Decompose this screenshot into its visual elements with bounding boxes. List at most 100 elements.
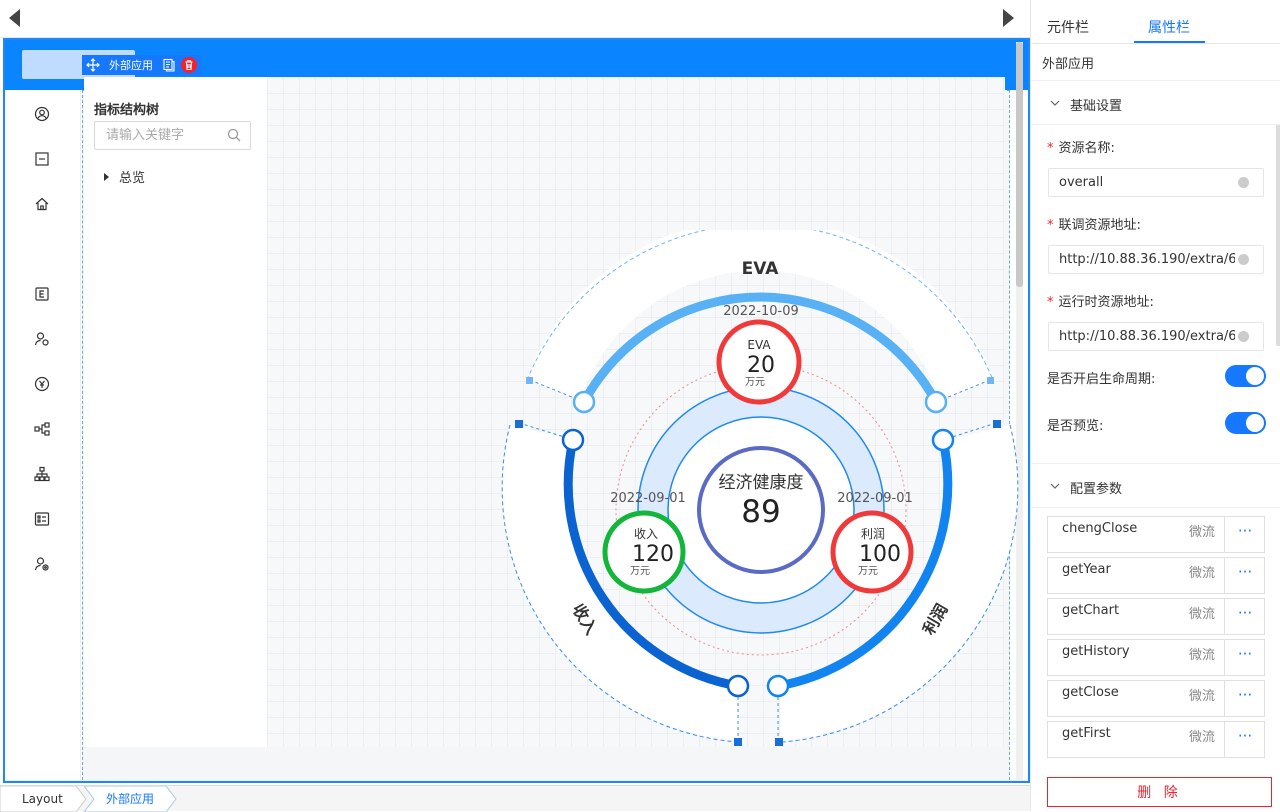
form-list-icon[interactable] <box>34 511 50 527</box>
param-type: 微流 <box>1189 566 1216 581</box>
properties-panel: 元件栏 属性栏 外部应用 基础设置 *资源名称: *联调资源地址: *运行时资源… <box>1030 0 1280 811</box>
chevron-down-icon[interactable] <box>1050 98 1060 108</box>
param-type: 微流 <box>1189 730 1216 745</box>
resource-name-label: * 资源名称: <box>1047 141 1115 156</box>
eva-node-value: 20 <box>747 353 775 378</box>
income-node-label: 收入 <box>634 527 658 541</box>
income-node-value: 120 <box>632 542 674 567</box>
eva-node-unit: 万元 <box>745 377 765 388</box>
component-toolbar: 外部应用 <box>82 55 201 75</box>
horizontal-scrollbar[interactable] <box>5 780 1028 781</box>
param-more-button[interactable]: ··· <box>1224 517 1265 552</box>
tab-components[interactable]: 元件栏 <box>1047 20 1089 36</box>
param-name: getYear <box>1062 562 1111 577</box>
param-row[interactable]: getFirst 微流 ··· <box>1047 721 1265 758</box>
param-name: getHistory <box>1062 644 1130 659</box>
param-more-button[interactable]: ··· <box>1224 640 1265 675</box>
e-box-icon[interactable] <box>34 286 50 302</box>
resource-name-input[interactable] <box>1048 168 1264 197</box>
chevron-down-icon[interactable] <box>1050 481 1060 491</box>
move-icon[interactable] <box>86 58 100 72</box>
component-label: 外部应用 <box>109 59 153 72</box>
scrollbar-thumb[interactable] <box>1016 42 1023 287</box>
income-arc <box>563 439 739 691</box>
panel-scrollbar[interactable] <box>1276 86 1280 346</box>
tree-title: 指标结构树 <box>94 103 160 118</box>
home-icon[interactable] <box>34 196 50 212</box>
clear-icon[interactable] <box>1238 331 1249 342</box>
income-arc-plate <box>501 425 738 740</box>
trash-icon[interactable] <box>181 57 197 73</box>
eva-node-label: EVA <box>747 338 771 352</box>
panel-title: 外部应用 <box>1042 57 1095 72</box>
left-nav <box>5 90 81 781</box>
arrow-left-icon[interactable] <box>9 9 20 27</box>
param-type: 微流 <box>1189 648 1216 663</box>
eva-node[interactable] <box>716 319 802 405</box>
basic-settings-section[interactable]: 基础设置 <box>1031 80 1280 125</box>
income-date: 2022-09-01 <box>610 491 686 506</box>
breadcrumb-layout[interactable]: Layout <box>22 792 63 806</box>
indicator-tree-panel: 指标结构树 总览 <box>84 77 267 747</box>
profit-node[interactable] <box>830 510 914 594</box>
param-type: 微流 <box>1189 525 1216 540</box>
eva-arc <box>580 292 940 405</box>
tree-node-overview[interactable]: 总览 <box>104 167 145 186</box>
param-type: 微流 <box>1189 607 1216 622</box>
param-row[interactable]: chengClose 微流 ··· <box>1047 516 1265 553</box>
health-title: 经济健康度 <box>719 473 804 493</box>
param-name: chengClose <box>1062 521 1138 536</box>
user-circle-icon[interactable] <box>34 106 50 122</box>
lifecycle-toggle[interactable] <box>1225 365 1266 387</box>
health-gauge: EVA 收入 利润 经济健康度 89 2022-10-09 EVA 20 万元 … <box>501 230 1019 746</box>
param-row[interactable]: getClose 微流 ··· <box>1047 680 1265 717</box>
tree-search-input[interactable] <box>94 121 251 150</box>
clear-icon[interactable] <box>1238 254 1249 265</box>
income-node[interactable] <box>602 510 686 594</box>
config-params-section[interactable]: 配置参数 <box>1031 463 1280 508</box>
preview-toggle[interactable] <box>1225 412 1266 434</box>
eva-arc-label: EVA <box>742 259 780 279</box>
health-value: 89 <box>741 494 780 530</box>
debug-url-input[interactable] <box>1048 245 1264 274</box>
tab-properties[interactable]: 属性栏 <box>1148 20 1190 36</box>
minus-square-icon[interactable] <box>34 151 50 167</box>
param-name: getClose <box>1062 685 1119 700</box>
user-gear-icon[interactable] <box>34 556 50 572</box>
param-row[interactable]: getHistory 微流 ··· <box>1047 639 1265 676</box>
breadcrumb-external-app[interactable]: 外部应用 <box>106 792 155 806</box>
flow-icon[interactable] <box>34 421 50 437</box>
clear-icon[interactable] <box>1238 177 1249 188</box>
copy-icon[interactable] <box>162 58 176 72</box>
profit-node-unit: 万元 <box>858 566 878 577</box>
search-icon[interactable] <box>227 128 241 142</box>
param-more-button[interactable]: ··· <box>1224 722 1265 757</box>
param-more-button[interactable]: ··· <box>1224 599 1265 634</box>
param-name: getFirst <box>1062 726 1111 741</box>
param-more-button[interactable]: ··· <box>1224 558 1265 593</box>
config-params-title: 配置参数 <box>1070 482 1123 497</box>
param-row[interactable]: getChart 微流 ··· <box>1047 598 1265 635</box>
profit-arc-plate <box>780 425 1019 740</box>
eva-arc-plate <box>526 230 994 400</box>
currency-icon[interactable] <box>34 376 50 392</box>
eva-date: 2022-10-09 <box>723 304 799 319</box>
caret-right-icon[interactable] <box>104 172 109 181</box>
param-name: getChart <box>1062 603 1120 618</box>
runtime-url-input[interactable] <box>1048 322 1264 351</box>
org-chart-icon[interactable] <box>34 466 50 482</box>
runtime-url-label: * 运行时资源地址: <box>1047 295 1154 310</box>
vertical-scrollbar[interactable] <box>1016 42 1023 781</box>
param-more-button[interactable]: ··· <box>1224 681 1265 716</box>
delete-button[interactable]: 删 除 <box>1047 777 1272 807</box>
breadcrumb: Layout 外部应用 <box>0 785 1030 812</box>
arrow-right-icon[interactable] <box>1003 9 1014 27</box>
tree-node-label: 总览 <box>119 171 146 186</box>
debug-url-label: * 联调资源地址: <box>1047 218 1141 233</box>
profit-node-label: 利润 <box>861 527 885 541</box>
param-row[interactable]: getYear 微流 ··· <box>1047 557 1265 594</box>
user-settings-icon[interactable] <box>34 331 50 347</box>
top-toolbar <box>0 0 1030 38</box>
active-tab-indicator <box>1134 41 1205 43</box>
lifecycle-label: 是否开启生命周期: <box>1047 372 1156 387</box>
